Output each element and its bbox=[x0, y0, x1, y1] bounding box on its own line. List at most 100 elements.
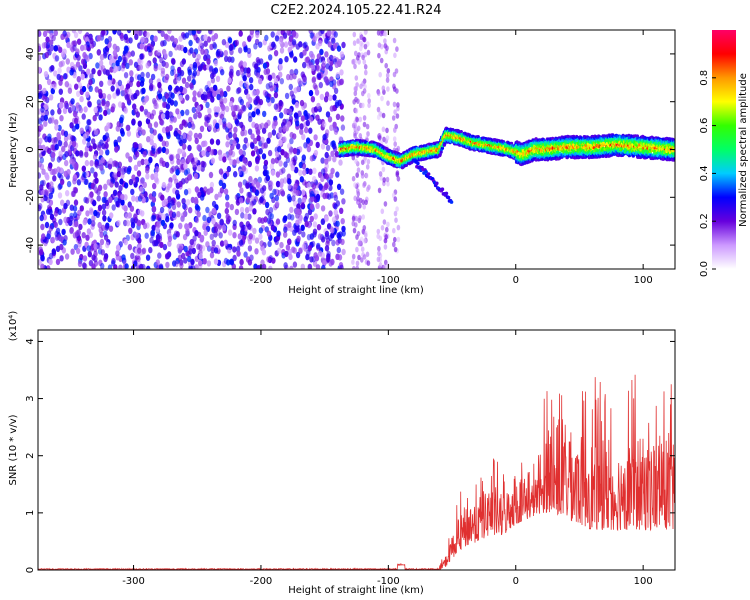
spectrogram-noise-point bbox=[313, 213, 318, 220]
spectrogram-noise-point bbox=[356, 55, 360, 61]
spectrogram-noise-point bbox=[321, 168, 326, 175]
spectrogram-noise-point bbox=[218, 118, 223, 126]
spectrogram-noise-point bbox=[165, 103, 171, 110]
spectrogram-noise-point bbox=[74, 162, 79, 169]
spectrogram-noise-point bbox=[266, 230, 272, 237]
spectrogram-noise-point bbox=[164, 148, 170, 155]
spectrogram-noise-point bbox=[128, 59, 133, 66]
spectrogram-noise-point bbox=[264, 122, 269, 129]
spectrogram-noise-point bbox=[219, 187, 225, 194]
spectrogram-noise-point bbox=[63, 135, 69, 143]
spectrogram-noise-point bbox=[242, 129, 248, 136]
spectrogram-noise-point bbox=[365, 164, 370, 170]
spectrogram-noise-point bbox=[70, 98, 75, 105]
spectrogram-noise-point bbox=[64, 102, 70, 110]
spectrogram-noise-point bbox=[123, 194, 128, 201]
spectrogram-noise-point bbox=[258, 233, 263, 240]
spectrogram-noise-point bbox=[264, 91, 269, 98]
spectrogram-noise-point bbox=[310, 64, 316, 72]
spectrogram-noise-point bbox=[211, 35, 216, 42]
spectrogram-noise-point bbox=[103, 255, 108, 263]
spectrogram-noise-point bbox=[112, 43, 118, 50]
spectrogram-noise-point bbox=[159, 206, 165, 214]
spectrogram-noise-point bbox=[39, 214, 44, 222]
spectrogram-noise-point bbox=[202, 214, 207, 222]
spectrogram-noise-point bbox=[289, 265, 294, 269]
spectrogram-noise-point bbox=[316, 242, 321, 250]
spectrogram-noise-point bbox=[99, 238, 105, 246]
spectrogram-noise-point bbox=[237, 87, 242, 94]
spectrogram-noise-point bbox=[221, 104, 226, 112]
spectrogram-noise-point bbox=[323, 69, 328, 76]
spectrogram-noise-point bbox=[257, 123, 262, 131]
spectrogram-noise-point bbox=[194, 137, 199, 145]
spectrogram-noise-point bbox=[292, 229, 297, 236]
spectrogram-noise-point bbox=[227, 77, 232, 84]
spectrogram-noise-point bbox=[220, 69, 225, 76]
spectrogram-noise-point bbox=[160, 113, 166, 120]
spectrogram-noise-point bbox=[128, 227, 133, 234]
spectrogram-noise-point bbox=[194, 230, 199, 237]
spectrogram-noise-point bbox=[376, 228, 381, 235]
spectrogram-noise-point bbox=[124, 36, 129, 43]
spectrogram-noise-point bbox=[140, 177, 145, 184]
spectrogram-noise-point bbox=[110, 176, 115, 183]
spectrogram-noise-point bbox=[89, 191, 94, 198]
spectrogram-noise-point bbox=[297, 78, 302, 85]
spectrogram-noise-point bbox=[331, 37, 336, 44]
spectrogram-noise-point bbox=[194, 204, 200, 211]
spectrogram-noise-point bbox=[54, 55, 60, 62]
spectrogram-noise-point bbox=[156, 221, 161, 228]
spectrogram-noise-point bbox=[139, 53, 144, 60]
spectrogram-noise-point bbox=[184, 81, 190, 89]
spectrogram-noise-point bbox=[325, 111, 331, 118]
spectrogram-noise-point bbox=[353, 195, 358, 202]
spectrogram-noise-point bbox=[96, 49, 102, 56]
spectrogram-noise-point bbox=[301, 133, 306, 140]
spectrogram-noise-point bbox=[278, 139, 283, 146]
spectrogram-noise-point bbox=[298, 169, 303, 176]
spectrogram-noise-point bbox=[77, 260, 83, 268]
spectrogram-noise-point bbox=[287, 178, 292, 185]
spectrogram-noise-point bbox=[335, 171, 340, 178]
spectrogram-noise-point bbox=[355, 246, 359, 253]
spectrogram-noise-point bbox=[144, 158, 149, 166]
spectrogram-noise-point bbox=[58, 61, 63, 68]
spectrogram-noise-point bbox=[101, 209, 107, 216]
spectrogram-noise-point bbox=[182, 143, 187, 150]
spectrogram-noise-point bbox=[358, 215, 362, 221]
spectrogram-noise-point bbox=[66, 41, 71, 49]
spectrogram-noise-point bbox=[62, 107, 68, 115]
spectrogram-noise-point bbox=[393, 236, 397, 243]
spectrogram-noise-point bbox=[354, 50, 358, 57]
spectrogram-noise-point bbox=[316, 224, 322, 231]
spectrogram-noise-point bbox=[87, 218, 92, 225]
spectrogram-noise-point bbox=[209, 65, 214, 72]
spectrogram-noise-point bbox=[364, 199, 368, 206]
spectrogram-noise-point bbox=[332, 94, 337, 101]
spectrogram-noise-point bbox=[315, 58, 320, 65]
spectrogram-noise-point bbox=[62, 73, 68, 80]
spectrogram-noise-point bbox=[124, 94, 130, 101]
spectrogram-noise-point bbox=[140, 36, 145, 44]
spectrogram-noise-point bbox=[66, 180, 72, 188]
spectrogram-noise-point bbox=[111, 204, 116, 211]
spectrogram-noise-point bbox=[134, 33, 139, 40]
spectrogram-noise-point bbox=[187, 121, 192, 129]
spectrogram-noise-point bbox=[293, 200, 298, 207]
spectrogram-noise-point bbox=[125, 62, 130, 69]
spectrogram-noise-point bbox=[201, 140, 206, 147]
spectrogram-noise-point bbox=[291, 30, 297, 37]
spectrogram-noise-point bbox=[271, 72, 276, 79]
spectrogram-noise-point bbox=[395, 206, 399, 212]
spectrogram-noise-point bbox=[364, 172, 369, 179]
spectrogram-noise-point bbox=[104, 132, 110, 139]
spectrogram-noise-point bbox=[191, 30, 196, 36]
spectrogram-noise-point bbox=[259, 240, 264, 247]
spectrogram-noise-point bbox=[301, 243, 307, 250]
spectrogram-noise-point bbox=[82, 171, 87, 178]
spectrogram-noise-point bbox=[144, 232, 149, 239]
spectrogram-noise-point bbox=[117, 101, 123, 108]
spectrogram-noise-point bbox=[179, 262, 184, 269]
spectrogram-noise-point bbox=[315, 43, 320, 50]
